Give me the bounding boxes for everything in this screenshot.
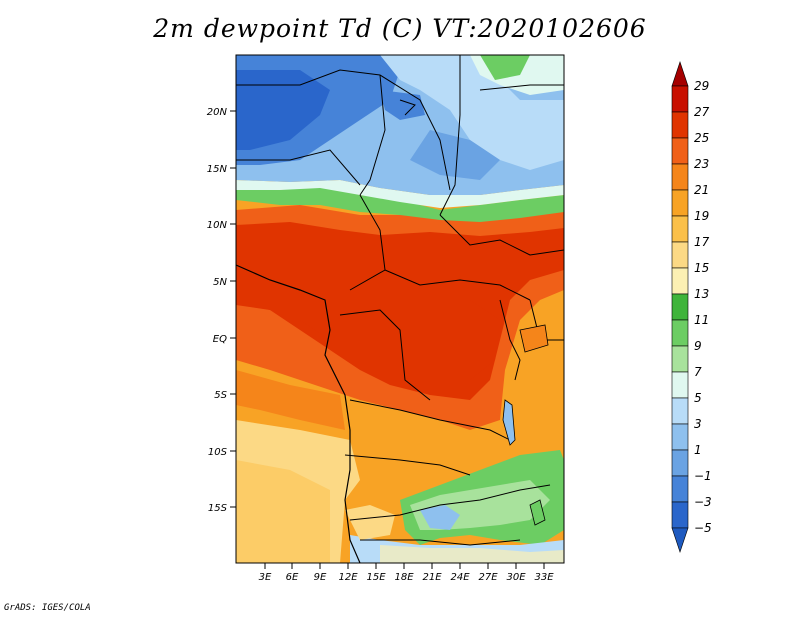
footer-credit: GrADS: IGES/COLA bbox=[4, 603, 91, 613]
colorbar-segment bbox=[671, 215, 689, 243]
colorbar-label: 13 bbox=[694, 287, 709, 301]
lat-label-10s: 10S bbox=[208, 447, 236, 458]
svg-text:15N: 15N bbox=[207, 164, 228, 175]
lat-label-15s: 15S bbox=[208, 503, 236, 514]
svg-text:EQ: EQ bbox=[213, 334, 227, 345]
colorbar-label: 23 bbox=[694, 157, 709, 171]
colorbar-segment bbox=[671, 449, 689, 477]
colorbar-label: 9 bbox=[694, 339, 702, 353]
colorbar-segment bbox=[671, 501, 689, 529]
svg-text:30E: 30E bbox=[506, 572, 526, 583]
lon-label-9e: 9E bbox=[314, 563, 327, 583]
lat-label-5s: 5S bbox=[214, 390, 236, 401]
lat-label-5n: 5N bbox=[213, 277, 236, 288]
colorbar-label: 27 bbox=[694, 105, 710, 119]
colorbar-segment bbox=[671, 163, 689, 191]
colorbar-label: 17 bbox=[694, 235, 710, 249]
lon-label-18e: 18E bbox=[394, 563, 414, 583]
latitude-axis: 20N 15N 10N 5N EQ 5S 10S 15S bbox=[207, 107, 236, 514]
colorbar-label: −1 bbox=[694, 469, 712, 483]
colorbar-label: −3 bbox=[694, 495, 712, 509]
svg-text:6E: 6E bbox=[286, 572, 299, 583]
lon-label-33e: 33E bbox=[534, 563, 554, 583]
colorbar-label: 7 bbox=[694, 365, 702, 379]
svg-text:27E: 27E bbox=[478, 572, 498, 583]
lon-label-15e: 15E bbox=[366, 563, 386, 583]
lat-label-eq: EQ bbox=[213, 334, 236, 345]
colorbar-segment bbox=[671, 189, 689, 217]
colorbar-label: 5 bbox=[694, 391, 702, 405]
colorbar-label: 29 bbox=[694, 79, 709, 93]
longitude-axis: 3E 6E 9E 12E 15E 18E 21E 24E 27E 30E 33E bbox=[259, 563, 554, 583]
svg-text:20N: 20N bbox=[207, 107, 228, 118]
svg-text:3E: 3E bbox=[259, 572, 272, 583]
svg-text:5S: 5S bbox=[214, 390, 227, 401]
colorbar-segment bbox=[671, 85, 689, 113]
svg-text:10S: 10S bbox=[208, 447, 228, 458]
country-borders bbox=[236, 55, 564, 563]
colorbar-segment bbox=[671, 111, 689, 139]
lon-label-30e: 30E bbox=[506, 563, 526, 583]
svg-text:21E: 21E bbox=[422, 572, 442, 583]
svg-text:24E: 24E bbox=[450, 572, 470, 583]
colorbar-label: −5 bbox=[694, 521, 712, 535]
map-title: 2m dewpoint Td (C) VT:2020102606 bbox=[153, 14, 647, 43]
colorbar-segment bbox=[671, 423, 689, 451]
svg-text:5N: 5N bbox=[213, 277, 227, 288]
svg-text:10N: 10N bbox=[207, 220, 228, 231]
lon-label-12e: 12E bbox=[338, 563, 358, 583]
colorbar-arrow-top bbox=[671, 61, 689, 87]
svg-text:33E: 33E bbox=[534, 572, 554, 583]
svg-text:15S: 15S bbox=[208, 503, 228, 514]
lon-label-21e: 21E bbox=[422, 563, 442, 583]
colorbar-label: 25 bbox=[694, 131, 709, 145]
colorbar-segment bbox=[671, 397, 689, 425]
lat-label-10n: 10N bbox=[207, 220, 236, 231]
colorbar-segment bbox=[671, 475, 689, 503]
colorbar-label: 1 bbox=[694, 443, 702, 457]
colorbar-segment bbox=[671, 345, 689, 373]
colorbar-arrow-bottom bbox=[671, 527, 689, 553]
lon-label-24e: 24E bbox=[450, 563, 470, 583]
svg-text:18E: 18E bbox=[394, 572, 414, 583]
colorbar-segment bbox=[671, 137, 689, 165]
colorbar-labels: 29 27 25 23 21 19 17 15 13 11 9 7 5 3 1 −1 −3 −5 bbox=[694, 79, 712, 535]
svg-text:12E: 12E bbox=[338, 572, 358, 583]
lon-label-3e: 3E bbox=[259, 563, 272, 583]
colorbar-segment bbox=[671, 267, 689, 295]
lon-label-27e: 27E bbox=[478, 563, 498, 583]
colorbar-segments bbox=[671, 61, 689, 553]
svg-text:9E: 9E bbox=[314, 572, 327, 583]
colorbar-segment bbox=[671, 319, 689, 347]
colorbar-label: 21 bbox=[694, 183, 709, 197]
lat-label-20n: 20N bbox=[207, 107, 236, 118]
lat-label-15n: 15N bbox=[207, 164, 236, 175]
colorbar-label: 3 bbox=[694, 417, 702, 431]
colorbar-label: 11 bbox=[694, 313, 709, 327]
colorbar-segment bbox=[671, 293, 689, 321]
colorbar-label: 15 bbox=[694, 261, 709, 275]
lon-label-6e: 6E bbox=[286, 563, 299, 583]
colorbar: 29 27 25 23 21 19 17 15 13 11 9 7 5 3 1 −1 −3 −5 bbox=[671, 61, 712, 553]
colorbar-segment bbox=[671, 241, 689, 269]
svg-text:15E: 15E bbox=[366, 572, 386, 583]
dewpoint-field bbox=[236, 55, 564, 563]
colorbar-label: 19 bbox=[694, 209, 709, 223]
map-frame bbox=[235, 54, 565, 564]
colorbar-segment bbox=[671, 371, 689, 399]
